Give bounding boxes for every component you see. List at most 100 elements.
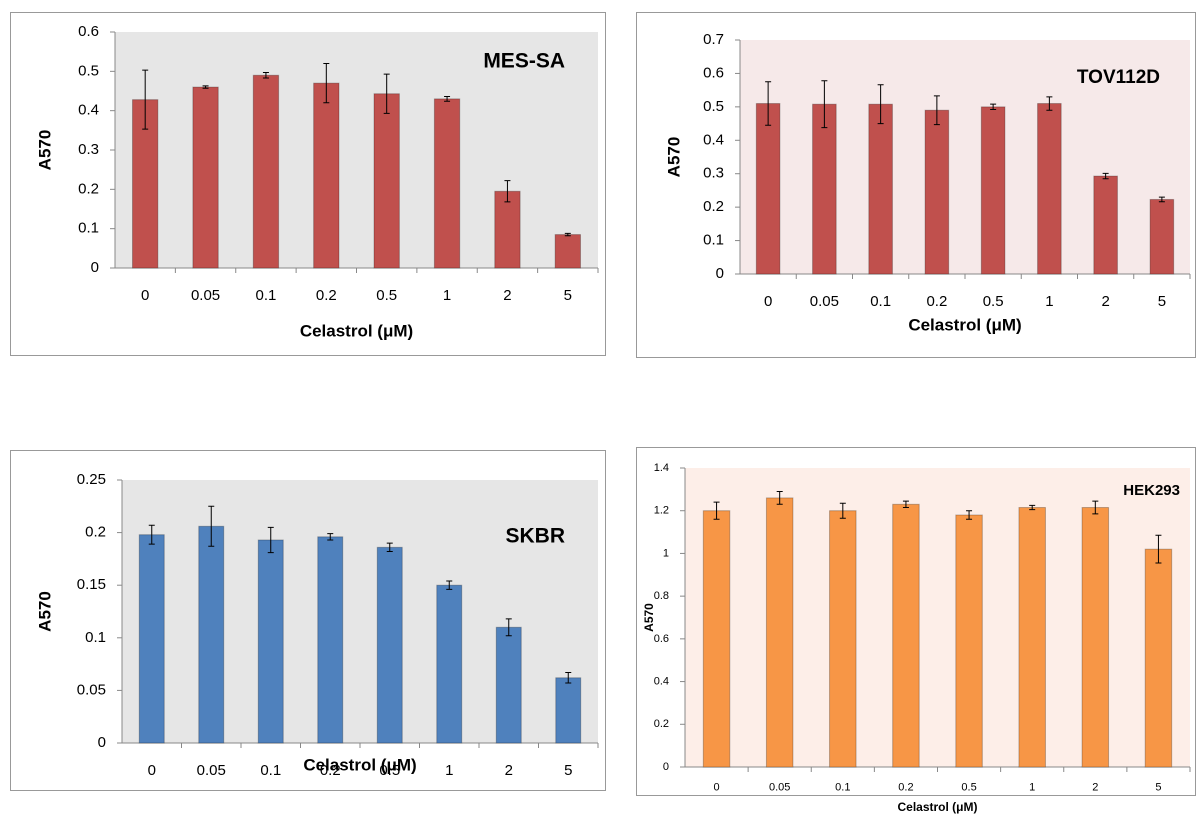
x-tick-label: 5	[564, 762, 572, 779]
error-bar	[444, 96, 451, 102]
chart-title: HEK293	[1123, 482, 1180, 499]
bar	[702, 510, 731, 768]
y-axis-label: A570	[35, 591, 54, 632]
bar	[1149, 198, 1175, 275]
error-bar	[966, 510, 973, 520]
error-bar	[933, 95, 940, 126]
bar	[313, 82, 340, 269]
y-axis-label: A570	[664, 137, 683, 178]
y-tick-label: 0.4	[78, 102, 99, 119]
error-bar	[1092, 500, 1099, 515]
x-tick-label: 0.1	[870, 293, 891, 310]
x-tick-label: 0.2	[320, 762, 341, 779]
x-tick-label: 2	[503, 287, 511, 304]
bar	[554, 234, 581, 269]
x-tick-label: 5	[1155, 781, 1161, 793]
error-bar	[504, 180, 511, 203]
y-tick-label: 0	[663, 761, 669, 773]
plot-area	[685, 468, 1190, 767]
y-tick-label: 0.7	[703, 31, 724, 48]
error-bar	[383, 73, 390, 114]
error-bar	[902, 500, 909, 509]
chart-title: SKBR	[505, 525, 565, 548]
bar	[892, 503, 920, 768]
error-bar	[765, 81, 772, 126]
bar	[138, 534, 165, 744]
x-tick-label: 1	[1029, 781, 1035, 793]
error-bar	[564, 232, 571, 237]
plot-area	[122, 480, 598, 743]
error-bar	[446, 580, 453, 590]
x-tick-label: 0.05	[197, 762, 226, 779]
error-bar	[1029, 504, 1036, 511]
bar	[555, 677, 582, 744]
y-tick-label: 0.3	[703, 165, 724, 182]
error-bar	[713, 501, 720, 520]
error-bar	[386, 542, 393, 553]
y-tick-label: 0.05	[77, 681, 106, 698]
x-tick-label: 2	[1101, 293, 1109, 310]
x-tick-label: 0	[764, 293, 772, 310]
x-axis-label: Celastrol (μM)	[300, 321, 413, 340]
y-tick-label: 0.4	[703, 131, 724, 148]
error-bar	[327, 533, 334, 541]
y-tick-label: 0.6	[654, 633, 669, 645]
x-tick-label: 0.2	[898, 781, 913, 793]
error-bar	[1046, 96, 1053, 111]
y-tick-label: 0.5	[703, 98, 724, 115]
x-tick-label: 0.1	[835, 781, 850, 793]
chart-title: TOV112D	[1077, 67, 1160, 88]
error-bar	[990, 103, 997, 111]
error-bar	[323, 62, 330, 104]
x-tick-label: 5	[564, 287, 572, 304]
bar	[955, 514, 983, 768]
bar	[257, 539, 284, 744]
bar	[765, 497, 794, 768]
y-tick-label: 0.25	[77, 471, 106, 488]
error-bar	[821, 80, 828, 129]
error-bar	[208, 505, 215, 547]
y-tick-label: 1.2	[654, 505, 669, 517]
bar	[495, 626, 522, 744]
bar	[1081, 507, 1110, 768]
error-bar	[1155, 534, 1162, 564]
y-axis-label: A570	[35, 130, 54, 171]
bar	[1018, 507, 1046, 768]
x-tick-label: 0.2	[926, 293, 947, 310]
error-bar	[148, 524, 155, 545]
y-tick-label: 0.2	[78, 180, 99, 197]
error-bar	[839, 502, 846, 519]
x-tick-label: 1	[1045, 293, 1053, 310]
y-tick-label: 0.2	[654, 718, 669, 730]
y-tick-label: 0.5	[78, 62, 99, 79]
error-bar	[1158, 196, 1165, 203]
y-tick-label: 1.4	[654, 462, 669, 474]
bar	[373, 93, 400, 269]
x-tick-label: 0.5	[376, 287, 397, 304]
x-tick-label: 0	[148, 762, 156, 779]
x-tick-label: 1	[443, 287, 451, 304]
chart-title: MES-SA	[483, 50, 565, 73]
y-tick-label: 0.4	[654, 675, 669, 687]
bar	[317, 536, 344, 744]
x-tick-label: 2	[1092, 781, 1098, 793]
error-bar	[776, 490, 783, 505]
error-bar	[505, 618, 512, 637]
bar	[980, 106, 1006, 275]
error-bar	[877, 84, 884, 125]
bar	[868, 103, 893, 275]
y-tick-label: 0	[716, 265, 724, 282]
error-bar	[1102, 172, 1109, 180]
x-tick-label: 0.05	[191, 287, 220, 304]
y-axis-label: A570	[642, 603, 656, 632]
y-tick-label: 0.6	[78, 23, 99, 40]
bar	[812, 103, 837, 275]
bar	[494, 190, 521, 269]
error-bar	[202, 85, 209, 89]
y-tick-label: 0.15	[77, 576, 106, 593]
x-tick-label: 0	[141, 287, 149, 304]
x-axis-label: Celastrol (μM)	[897, 800, 977, 814]
bar	[376, 546, 403, 744]
x-tick-label: 1	[445, 762, 453, 779]
